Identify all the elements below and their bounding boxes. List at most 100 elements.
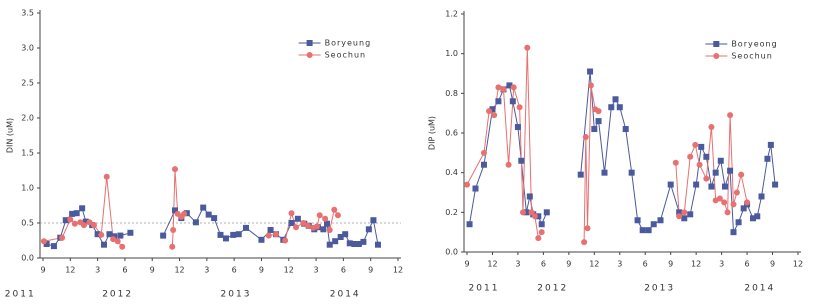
y-tick-label: 0.2 [445,208,458,217]
marker [608,104,615,111]
marker [495,98,502,105]
marker [351,241,358,247]
year-label: 2014 [744,284,775,294]
marker [518,157,525,164]
marker [724,209,731,216]
marker [40,238,47,245]
y-tick-label: 0.4 [445,168,458,177]
marker [628,169,635,176]
marker [505,161,512,168]
marker [524,44,531,51]
legend-marker [306,52,313,58]
marker [265,232,272,239]
marker [509,98,516,105]
marker [69,210,76,217]
marker [650,221,657,228]
marker [506,82,513,89]
series-line [43,169,339,248]
marker [639,227,646,234]
marker [708,124,715,131]
marker [584,225,591,232]
marker [326,227,333,233]
marker [535,235,542,242]
marker [192,219,199,226]
x-tick-label: 9 [368,266,373,275]
marker [582,133,589,140]
x-tick-label: 12 [793,260,803,269]
marker [595,108,602,115]
marker [730,229,737,236]
marker [169,243,176,250]
marker [160,232,167,239]
marker [326,241,333,248]
marker [119,243,126,250]
marker [71,220,78,227]
x-tick-label: 12 [393,266,403,275]
marker [50,243,57,250]
marker [355,241,362,247]
marker [322,215,329,222]
marker [316,212,323,219]
marker [80,222,87,229]
marker [211,215,218,222]
year-label: 2014 [330,290,361,300]
marker [342,231,349,238]
marker [273,231,280,238]
marker [543,209,550,216]
marker [767,141,774,148]
marker [523,209,530,216]
marker [528,209,535,216]
marker [722,183,729,190]
marker [480,161,487,168]
marker [758,193,765,200]
marker [510,84,517,91]
marker [103,173,110,180]
marker [43,241,50,247]
y-tick-label: 1.5 [21,149,34,158]
y-tick-label: 1.0 [21,184,34,193]
legend-label: Seochun [325,51,367,60]
marker [516,104,523,111]
marker [205,211,212,218]
marker [331,206,338,213]
year-label: 2013 [221,290,252,300]
marker [495,84,502,91]
marker [740,205,747,212]
y-tick-label: 3.0 [21,44,34,53]
marker [721,199,728,206]
marker [526,193,533,200]
x-tick-label: 12 [691,260,701,269]
x-tick-label: 12 [284,266,294,275]
marker [94,231,101,238]
x-tick-label: 6 [122,266,127,275]
marker [117,232,124,239]
x-tick-label: 3 [719,260,724,269]
marker [282,237,289,244]
y-tick-label: 0.5 [21,219,34,228]
year-label: 2012 [102,290,133,300]
marker [531,213,538,220]
marker [676,213,683,220]
marker [616,104,623,111]
y-tick-label: 2.0 [21,114,34,123]
marker [90,222,97,229]
marker [491,112,498,119]
x-tick-label: 9 [668,260,673,269]
marker [687,211,694,218]
x-tick-label: 9 [770,260,775,269]
x-tick-label: 12 [487,260,497,269]
marker [181,210,188,217]
marker [360,238,367,245]
marker [703,153,710,160]
y-tick-label: 0.6 [445,129,458,138]
marker [772,181,779,188]
marker [681,215,688,222]
y-tick-label: 1.2 [445,10,458,19]
marker [222,235,229,242]
marker [754,213,761,220]
y-tick-label: 1.0 [445,49,458,58]
marker [320,226,327,233]
legend-label: Boryeong [731,40,777,49]
marker [466,221,473,228]
marker [764,155,771,162]
